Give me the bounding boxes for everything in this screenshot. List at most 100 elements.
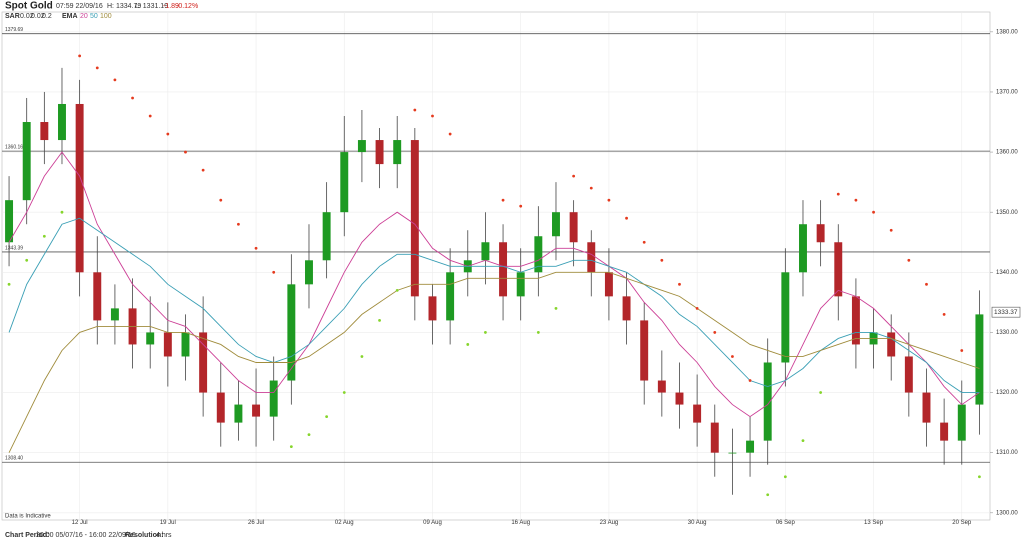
candle-body xyxy=(393,140,402,165)
sar-dot xyxy=(978,475,981,479)
sar-dot xyxy=(660,258,664,262)
legend-entry: 50 xyxy=(90,13,98,20)
candle-body xyxy=(534,236,543,273)
sar-dot xyxy=(625,216,628,220)
sar-dot xyxy=(925,282,928,286)
sar-dot xyxy=(554,306,558,310)
last-price-label: 1333.37 xyxy=(994,309,1018,316)
sar-dot xyxy=(307,433,311,437)
level-label: 1308.40 xyxy=(5,456,23,462)
annotation: Data is Indicative xyxy=(5,514,51,520)
sar-dot xyxy=(607,198,611,202)
sar-dot xyxy=(7,282,11,286)
sar-dot xyxy=(960,349,964,352)
sar-dot xyxy=(907,258,911,262)
low: L: 1331.19 xyxy=(135,3,168,10)
candle-body xyxy=(763,362,772,441)
sar-dot xyxy=(466,343,470,346)
candle-body xyxy=(5,200,14,243)
sar-dot xyxy=(731,355,734,358)
candle-body xyxy=(604,272,613,297)
legend-entry: 100 xyxy=(100,13,112,20)
sar-param: 0.2 xyxy=(42,13,52,20)
sar-dot xyxy=(854,198,858,202)
time: 07:59 22/09/16 xyxy=(56,3,103,10)
candle-body xyxy=(199,332,208,393)
x-tick-label: 06 Sep xyxy=(776,520,796,526)
candle-body xyxy=(446,272,455,321)
footer-label: Resolution: xyxy=(125,532,164,539)
candle-body xyxy=(746,440,755,453)
last-price-box xyxy=(991,306,1021,318)
sar-dot xyxy=(713,331,717,334)
sar-dot xyxy=(78,54,82,58)
level-label: 1360.16 xyxy=(5,144,23,150)
candle-body xyxy=(428,296,437,321)
candle-body xyxy=(569,212,578,243)
sar-dot xyxy=(166,132,170,136)
sar-dot xyxy=(360,355,364,358)
sar-dot xyxy=(378,319,381,322)
x-tick-label: 16 Aug xyxy=(511,520,530,526)
sar-dot xyxy=(272,270,276,274)
sar-dot xyxy=(325,415,329,418)
sar-dot xyxy=(519,204,523,208)
candle-body xyxy=(305,260,313,285)
sar-dot xyxy=(748,379,752,382)
candle-body xyxy=(252,404,261,417)
y-tick-label: 1330.00 xyxy=(996,330,1018,336)
candle-body xyxy=(163,332,172,357)
x-tick-label: 19 Jul xyxy=(160,520,176,526)
ema-line xyxy=(8,151,980,418)
candle-body xyxy=(552,212,560,237)
x-tick-label: 02 Aug xyxy=(335,520,354,526)
sar-dot xyxy=(872,210,875,214)
ema-label: EMA xyxy=(62,13,78,20)
candle-body xyxy=(110,308,119,321)
sar-dot xyxy=(113,78,117,82)
sar-dot xyxy=(25,258,29,262)
candle-body xyxy=(58,103,66,141)
sar-dot xyxy=(60,210,64,214)
candle-body xyxy=(216,392,225,423)
candle-body xyxy=(922,392,931,423)
sar-dot xyxy=(131,96,134,100)
candle-body xyxy=(693,404,702,423)
sar-dot xyxy=(801,439,805,443)
candle-body xyxy=(957,404,966,441)
sar-dot xyxy=(184,150,187,154)
level-label: 1343.39 xyxy=(5,245,23,251)
sar-dot xyxy=(448,132,452,136)
y-tick-label: 1370.00 xyxy=(996,90,1018,96)
candle-body xyxy=(234,404,243,423)
footer-label: Chart Period: xyxy=(5,532,49,539)
sar-dot xyxy=(536,331,540,334)
ema-line xyxy=(8,217,980,393)
candle-body xyxy=(481,242,490,261)
candle-body xyxy=(657,380,666,393)
sar-dot xyxy=(942,312,946,316)
candle-body xyxy=(781,272,790,363)
y-tick-label: 1380.00 xyxy=(996,29,1018,35)
ema-line xyxy=(8,271,980,453)
candle-body xyxy=(322,212,331,261)
sar-dot xyxy=(819,391,823,394)
candle-body xyxy=(975,314,984,405)
candle-body xyxy=(499,242,508,297)
candle-body xyxy=(181,332,190,357)
candle-body xyxy=(851,296,860,345)
change: -1.89 xyxy=(163,3,179,10)
candle-body xyxy=(410,140,419,297)
sar-dot xyxy=(484,331,487,334)
sar-dot xyxy=(783,475,787,479)
candle-body xyxy=(587,242,596,273)
y-tick-label: 1320.00 xyxy=(996,390,1018,396)
sar-dot xyxy=(95,66,99,70)
sar-label: SAR xyxy=(5,13,20,20)
sar-param: 0.02 xyxy=(31,13,45,20)
sar-dot xyxy=(42,234,46,238)
y-tick-label: 1360.00 xyxy=(996,150,1018,156)
candle-body xyxy=(640,320,649,381)
candle-body xyxy=(887,332,896,357)
